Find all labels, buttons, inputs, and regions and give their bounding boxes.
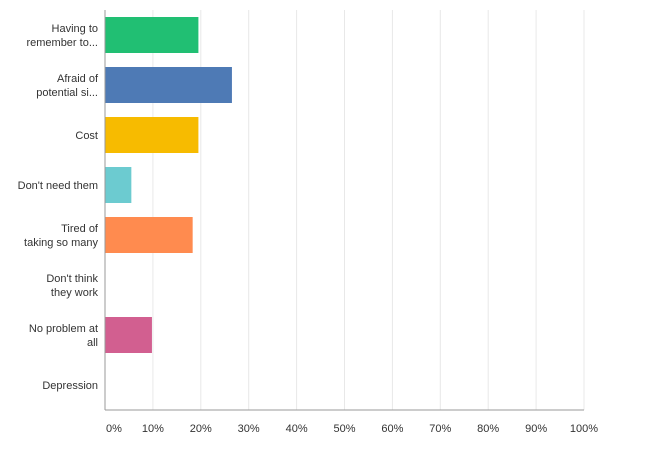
category-label-line: potential si...	[36, 87, 98, 99]
category-label-line: Afraid of	[57, 73, 99, 85]
category-label-line: remember to...	[26, 37, 98, 49]
category-label-line: Having to	[52, 23, 98, 35]
category-label: Afraid of potential si...	[36, 73, 99, 99]
bar	[105, 217, 193, 253]
category-labels: Having to remember to... Afraid of potentia…	[18, 23, 99, 392]
category-label-line: Don't need them	[18, 180, 98, 192]
category-label-line: Cost	[75, 130, 98, 142]
x-tick-label: 70%	[429, 423, 451, 435]
x-tick-label: 60%	[381, 423, 403, 435]
x-tick-label: 100%	[570, 423, 598, 435]
bar	[105, 17, 199, 53]
category-label: No problem at all	[29, 323, 98, 349]
category-label: Tired of taking so many	[24, 223, 99, 249]
x-tick-label: 90%	[525, 423, 547, 435]
axes	[104, 10, 584, 411]
category-label-line: all	[87, 337, 98, 349]
bar	[105, 67, 232, 103]
x-tick-label: 40%	[286, 423, 308, 435]
x-tick-label: 30%	[238, 423, 260, 435]
bars	[105, 17, 232, 353]
x-tick-label: 20%	[190, 423, 212, 435]
category-label-line: taking so many	[24, 237, 98, 249]
x-tick-label: 50%	[333, 423, 355, 435]
category-label-line: Tired of	[61, 223, 99, 235]
x-tick-labels: 0% 10% 20% 30% 40% 50% 60% 70% 80% 90% 100%	[106, 423, 598, 435]
x-tick-label: 80%	[477, 423, 499, 435]
category-label: Having to remember to...	[26, 23, 98, 49]
category-label-line: No problem at	[29, 323, 98, 335]
category-label-line: Don't think	[46, 273, 98, 285]
category-label: Cost	[75, 130, 98, 142]
category-label: Don't think they work	[46, 273, 98, 299]
x-tick-label: 0%	[106, 423, 122, 435]
bar	[105, 117, 199, 153]
category-label-line: Depression	[42, 380, 98, 392]
category-label-line: they work	[51, 287, 99, 299]
bar	[105, 167, 132, 203]
category-label: Don't need them	[18, 180, 98, 192]
bar	[105, 317, 152, 353]
category-label: Depression	[42, 380, 98, 392]
x-tick-label: 10%	[142, 423, 164, 435]
